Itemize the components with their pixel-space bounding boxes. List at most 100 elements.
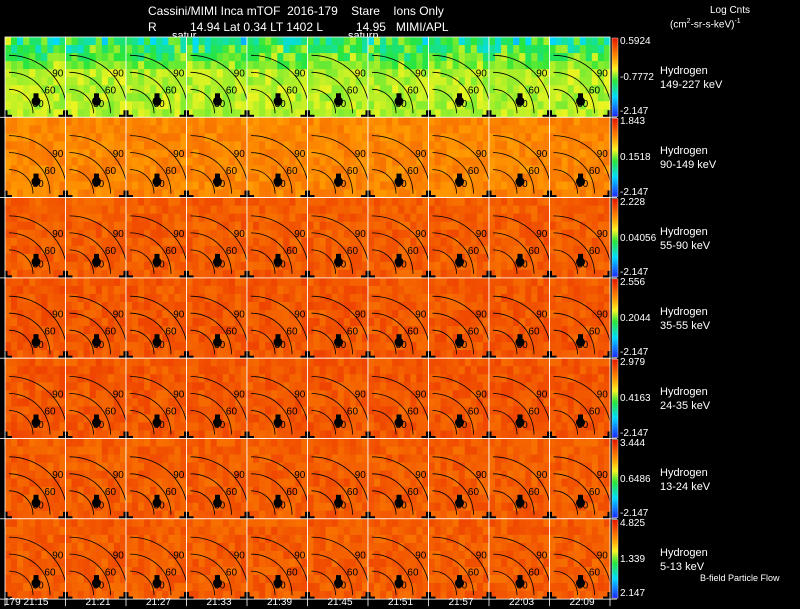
data-pixel	[404, 310, 411, 319]
data-pixel	[434, 101, 441, 110]
data-pixel	[168, 342, 175, 351]
data-pixel	[319, 326, 327, 335]
data-pixel	[355, 213, 363, 223]
data-pixel	[47, 326, 54, 335]
data-pixel	[107, 173, 115, 182]
saturn-marker	[92, 177, 101, 187]
saturn-marker-top	[396, 253, 402, 259]
data-pixel	[561, 181, 569, 190]
data-pixel	[392, 37, 399, 46]
data-pixel	[525, 77, 532, 86]
data-pixel	[247, 101, 254, 110]
data-pixel	[83, 37, 91, 46]
data-pixel	[107, 45, 115, 54]
data-pixel	[386, 53, 393, 62]
data-pixel	[47, 133, 54, 142]
data-pixel	[573, 189, 581, 198]
data-pixel	[513, 157, 520, 166]
data-pixel	[458, 229, 466, 239]
data-pixel	[222, 149, 230, 158]
data-pixel	[271, 165, 278, 174]
data-pixel	[585, 310, 593, 319]
data-pixel	[29, 101, 36, 110]
data-pixel	[59, 277, 66, 287]
data-pixel	[434, 37, 441, 46]
data-pixel	[561, 261, 569, 271]
data-pixel	[495, 253, 502, 263]
data-pixel	[513, 141, 520, 150]
data-pixel	[126, 133, 133, 142]
data-pixel	[422, 261, 429, 271]
data-pixel	[59, 342, 66, 351]
data-pixel	[144, 269, 151, 279]
data-pixel	[240, 205, 248, 215]
data-pixel	[41, 277, 48, 287]
data-pixel	[113, 318, 121, 327]
data-pixel	[29, 117, 36, 126]
data-pixel	[77, 173, 85, 182]
contour-label: 60	[407, 246, 419, 257]
data-pixel	[416, 277, 423, 287]
data-pixel	[77, 334, 85, 343]
contour-label: 60	[226, 86, 238, 97]
data-pixel	[113, 37, 121, 46]
data-pixel	[192, 37, 199, 46]
data-pixel	[355, 229, 363, 239]
contour-arc-60	[190, 232, 232, 274]
data-pixel	[65, 125, 72, 134]
data-pixel	[337, 61, 345, 70]
data-pixel	[361, 61, 369, 70]
data-pixel	[35, 37, 42, 46]
data-pixel	[289, 334, 296, 343]
data-pixel	[192, 293, 199, 303]
data-pixel	[343, 141, 351, 150]
data-pixel	[446, 45, 454, 54]
data-pixel	[126, 382, 133, 391]
data-pixel	[458, 261, 466, 271]
data-pixel	[71, 181, 78, 190]
data-pixel	[222, 261, 230, 271]
data-pixel	[113, 293, 121, 303]
data-pixel	[150, 406, 157, 415]
data-pixel	[277, 61, 284, 70]
data-pixel	[253, 85, 260, 94]
data-pixel	[192, 374, 199, 383]
data-pixel	[47, 285, 54, 295]
data-pixel	[525, 149, 532, 158]
data-pixel	[23, 165, 30, 174]
data-pixel	[132, 181, 139, 190]
data-pixel	[222, 173, 230, 182]
data-pixel	[216, 293, 224, 303]
data-pixel	[277, 165, 284, 174]
data-pixel	[168, 165, 175, 174]
data-pixel	[428, 149, 435, 158]
data-pixel	[591, 261, 599, 271]
data-pixel	[331, 245, 339, 255]
data-pixel	[168, 358, 175, 367]
data-pixel	[380, 342, 387, 351]
data-pixel	[59, 149, 66, 158]
data-pixel	[355, 61, 363, 70]
data-pixel	[361, 101, 369, 110]
data-pixel	[501, 350, 508, 359]
data-pixel	[404, 221, 411, 231]
data-pixel	[573, 318, 581, 327]
data-pixel	[555, 173, 562, 182]
data-pixel	[83, 93, 91, 102]
data-pixel	[271, 157, 278, 166]
data-pixel	[398, 205, 405, 215]
data-pixel	[543, 237, 550, 247]
data-pixel	[247, 141, 254, 150]
data-pixel	[265, 253, 272, 263]
data-pixel	[591, 125, 599, 134]
data-pixel	[446, 229, 454, 239]
data-pixel	[162, 366, 169, 375]
data-pixel	[150, 358, 157, 367]
data-pixel	[144, 53, 151, 62]
data-pixel	[168, 269, 175, 279]
data-pixel	[138, 269, 145, 279]
data-pixel	[71, 237, 78, 247]
data-pixel	[174, 101, 181, 110]
data-pixel	[247, 53, 254, 62]
data-pixel	[392, 149, 399, 158]
